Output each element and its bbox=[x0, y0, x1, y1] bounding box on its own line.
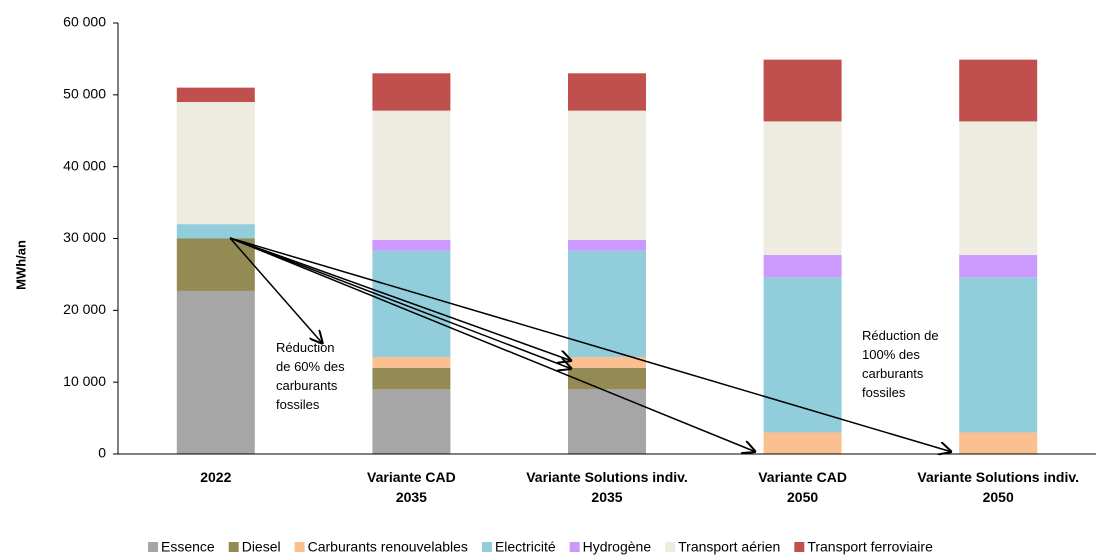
bar-segment bbox=[959, 255, 1038, 278]
bar-segment bbox=[568, 367, 646, 390]
legend-swatch bbox=[148, 542, 158, 552]
x-tick-label-line: Variante CAD bbox=[758, 469, 847, 485]
annotation: Réduction de 60% des carburants fossiles bbox=[276, 340, 345, 412]
bar-segment bbox=[372, 73, 451, 111]
legend-swatch bbox=[481, 542, 492, 552]
arrow bbox=[229, 237, 572, 361]
bar-segment bbox=[763, 121, 842, 256]
x-tick-label: Variante CAD 2035 bbox=[367, 469, 456, 505]
bar-segment bbox=[568, 389, 646, 454]
arrow bbox=[229, 237, 323, 344]
bar-segment bbox=[568, 250, 646, 358]
x-tick-label-line: 2035 bbox=[396, 489, 427, 505]
bar-segment bbox=[959, 432, 1038, 454]
bar-segment bbox=[176, 290, 255, 454]
arrow bbox=[229, 237, 756, 452]
legend-swatch bbox=[569, 542, 580, 552]
annotation-line: fossiles bbox=[862, 385, 906, 400]
bar-segment bbox=[372, 239, 451, 251]
bar-segment bbox=[959, 59, 1038, 122]
bar-segment bbox=[176, 102, 255, 225]
legend-label: Transport ferroviaire bbox=[807, 539, 933, 555]
legend-label: Transport aérien bbox=[678, 539, 780, 555]
x-tick-label-line: Variante Solutions indiv. bbox=[526, 469, 688, 485]
bars bbox=[176, 59, 1038, 454]
x-tick-label-line: Variante CAD bbox=[367, 469, 456, 485]
bar-segment bbox=[763, 59, 842, 122]
legend-label: Essence bbox=[161, 539, 215, 555]
bar-segment bbox=[372, 367, 451, 390]
bar-segment bbox=[372, 389, 451, 454]
y-axis-label: MWh/an bbox=[13, 240, 28, 290]
x-tick-label: Variante CAD 2050 bbox=[758, 469, 847, 505]
annotation-line: fossiles bbox=[276, 397, 320, 412]
y-tick-label: 60 000 bbox=[63, 14, 106, 30]
y-tick-label: 40 000 bbox=[63, 157, 106, 173]
annotation-line: carburants bbox=[276, 378, 338, 393]
bar-segment bbox=[568, 110, 646, 240]
annotation: Réduction de 100% des carburants fossiles bbox=[862, 328, 939, 400]
x-tick-label: Variante Solutions indiv. 2035 bbox=[526, 469, 688, 505]
arrow bbox=[229, 237, 952, 452]
arrow bbox=[229, 237, 572, 369]
legend-label: Electricité bbox=[495, 539, 556, 555]
y-tick-label: 10 000 bbox=[63, 373, 106, 389]
x-tick-label: 2022 bbox=[200, 469, 231, 485]
arrows bbox=[229, 237, 952, 452]
x-tick-label-line: 2050 bbox=[787, 489, 818, 505]
legend-label: Hydrogène bbox=[583, 539, 652, 555]
annotation-line: carburants bbox=[862, 366, 924, 381]
y-tick-label: 20 000 bbox=[63, 301, 106, 317]
bar-segment bbox=[372, 110, 451, 240]
bar-segment bbox=[176, 224, 255, 239]
x-tick-label-line: 2022 bbox=[200, 469, 231, 485]
x-tick-label: Variante Solutions indiv. 2050 bbox=[917, 469, 1079, 505]
legend-label: Carburants renouvelables bbox=[308, 539, 468, 555]
x-tick-label-line: Variante Solutions indiv. bbox=[917, 469, 1079, 485]
annotation-line: 100% des bbox=[862, 347, 920, 362]
annotation-line: Réduction de bbox=[862, 328, 939, 343]
bar-segment bbox=[372, 357, 451, 368]
bar-segment bbox=[176, 87, 255, 103]
bar-segment bbox=[176, 238, 255, 291]
bar-segment bbox=[763, 277, 842, 433]
annotation-line: Réduction bbox=[276, 340, 335, 355]
bar-segment bbox=[763, 432, 842, 454]
y-tick-label: 50 000 bbox=[63, 86, 106, 102]
bar-segment bbox=[568, 239, 646, 251]
annotation-line: de 60% des bbox=[276, 359, 345, 374]
legend-swatch bbox=[294, 542, 305, 552]
legend-swatch bbox=[794, 542, 805, 552]
y-tick-label: 30 000 bbox=[63, 229, 106, 245]
bar-segment bbox=[763, 255, 842, 278]
bar-segment bbox=[959, 277, 1038, 433]
bar-segment bbox=[959, 121, 1038, 256]
x-tick-label-line: 2035 bbox=[591, 489, 622, 505]
bar-segment bbox=[568, 73, 646, 111]
x-tick-label-line: 2050 bbox=[983, 489, 1014, 505]
y-tick-label: 0 bbox=[98, 445, 106, 461]
legend-swatch bbox=[228, 542, 239, 552]
legend-swatch bbox=[665, 542, 676, 552]
bar-segment bbox=[568, 357, 646, 368]
legend-label: Diesel bbox=[242, 539, 281, 555]
